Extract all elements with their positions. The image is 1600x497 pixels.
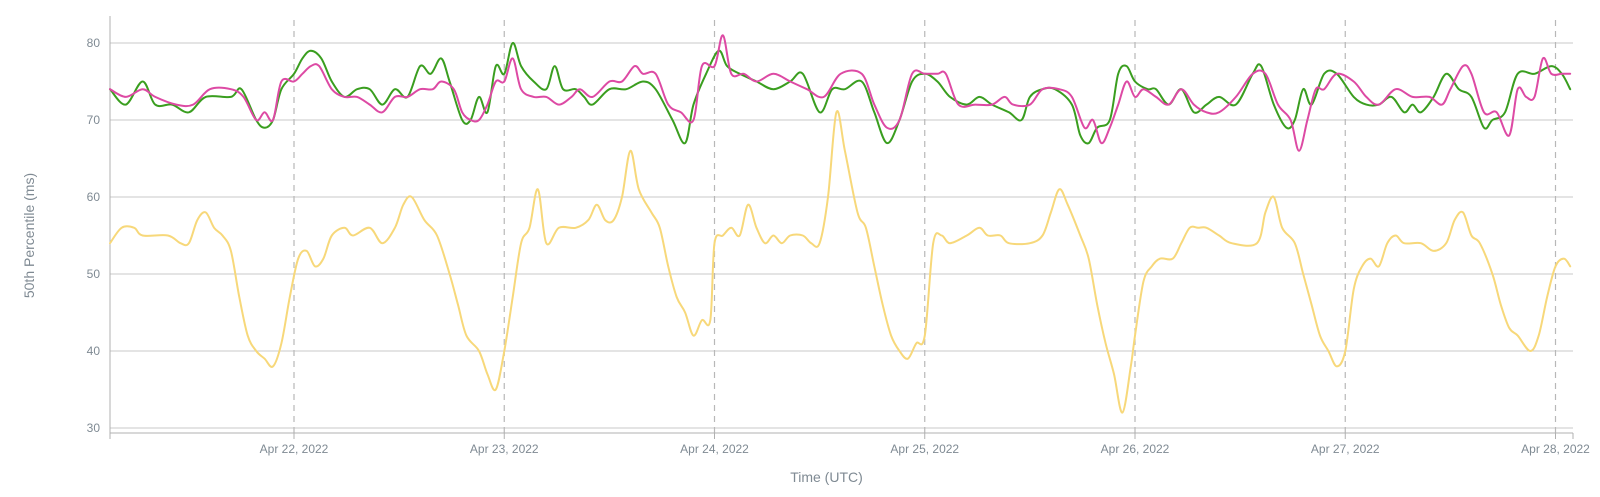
date-divider-lines (293, 20, 1557, 433)
x-tick-labels: Apr 22, 2022 Apr 23, 2022 Apr 24, 2022 Apr … (260, 442, 1591, 456)
y-tick-label: 70 (87, 113, 101, 127)
y-tick-label: 50 (87, 267, 101, 281)
grid-lines (110, 42, 1573, 429)
axes (109, 16, 1574, 439)
y-tick-label: 60 (87, 190, 101, 204)
x-tick-label: Apr 24, 2022 (680, 442, 749, 456)
x-tick-label: Apr 28, 2022 (1521, 442, 1590, 456)
series-line-green (109, 41, 1572, 145)
x-tick-label: Apr 22, 2022 (260, 442, 329, 456)
y-tick-label: 80 (87, 36, 101, 50)
y-tick-labels: 30 40 50 60 70 80 (87, 36, 101, 435)
x-tick-label: Apr 27, 2022 (1311, 442, 1380, 456)
x-tick-label: Apr 23, 2022 (470, 442, 539, 456)
y-tick-label: 30 (87, 421, 101, 435)
x-tick-label: Apr 25, 2022 (890, 442, 959, 456)
series-line-magenta (109, 34, 1572, 152)
series-lines (109, 34, 1572, 414)
y-axis-title: 50th Percentile (ms) (21, 173, 37, 298)
y-tick-label: 40 (87, 344, 101, 358)
x-axis-title: Time (UTC) (790, 469, 863, 485)
x-tick-label: Apr 26, 2022 (1101, 442, 1170, 456)
series-line-yellow (109, 110, 1572, 414)
